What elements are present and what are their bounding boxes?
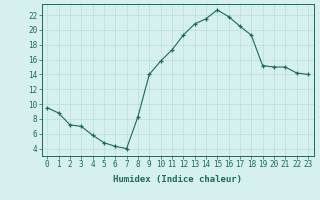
X-axis label: Humidex (Indice chaleur): Humidex (Indice chaleur) (113, 175, 242, 184)
